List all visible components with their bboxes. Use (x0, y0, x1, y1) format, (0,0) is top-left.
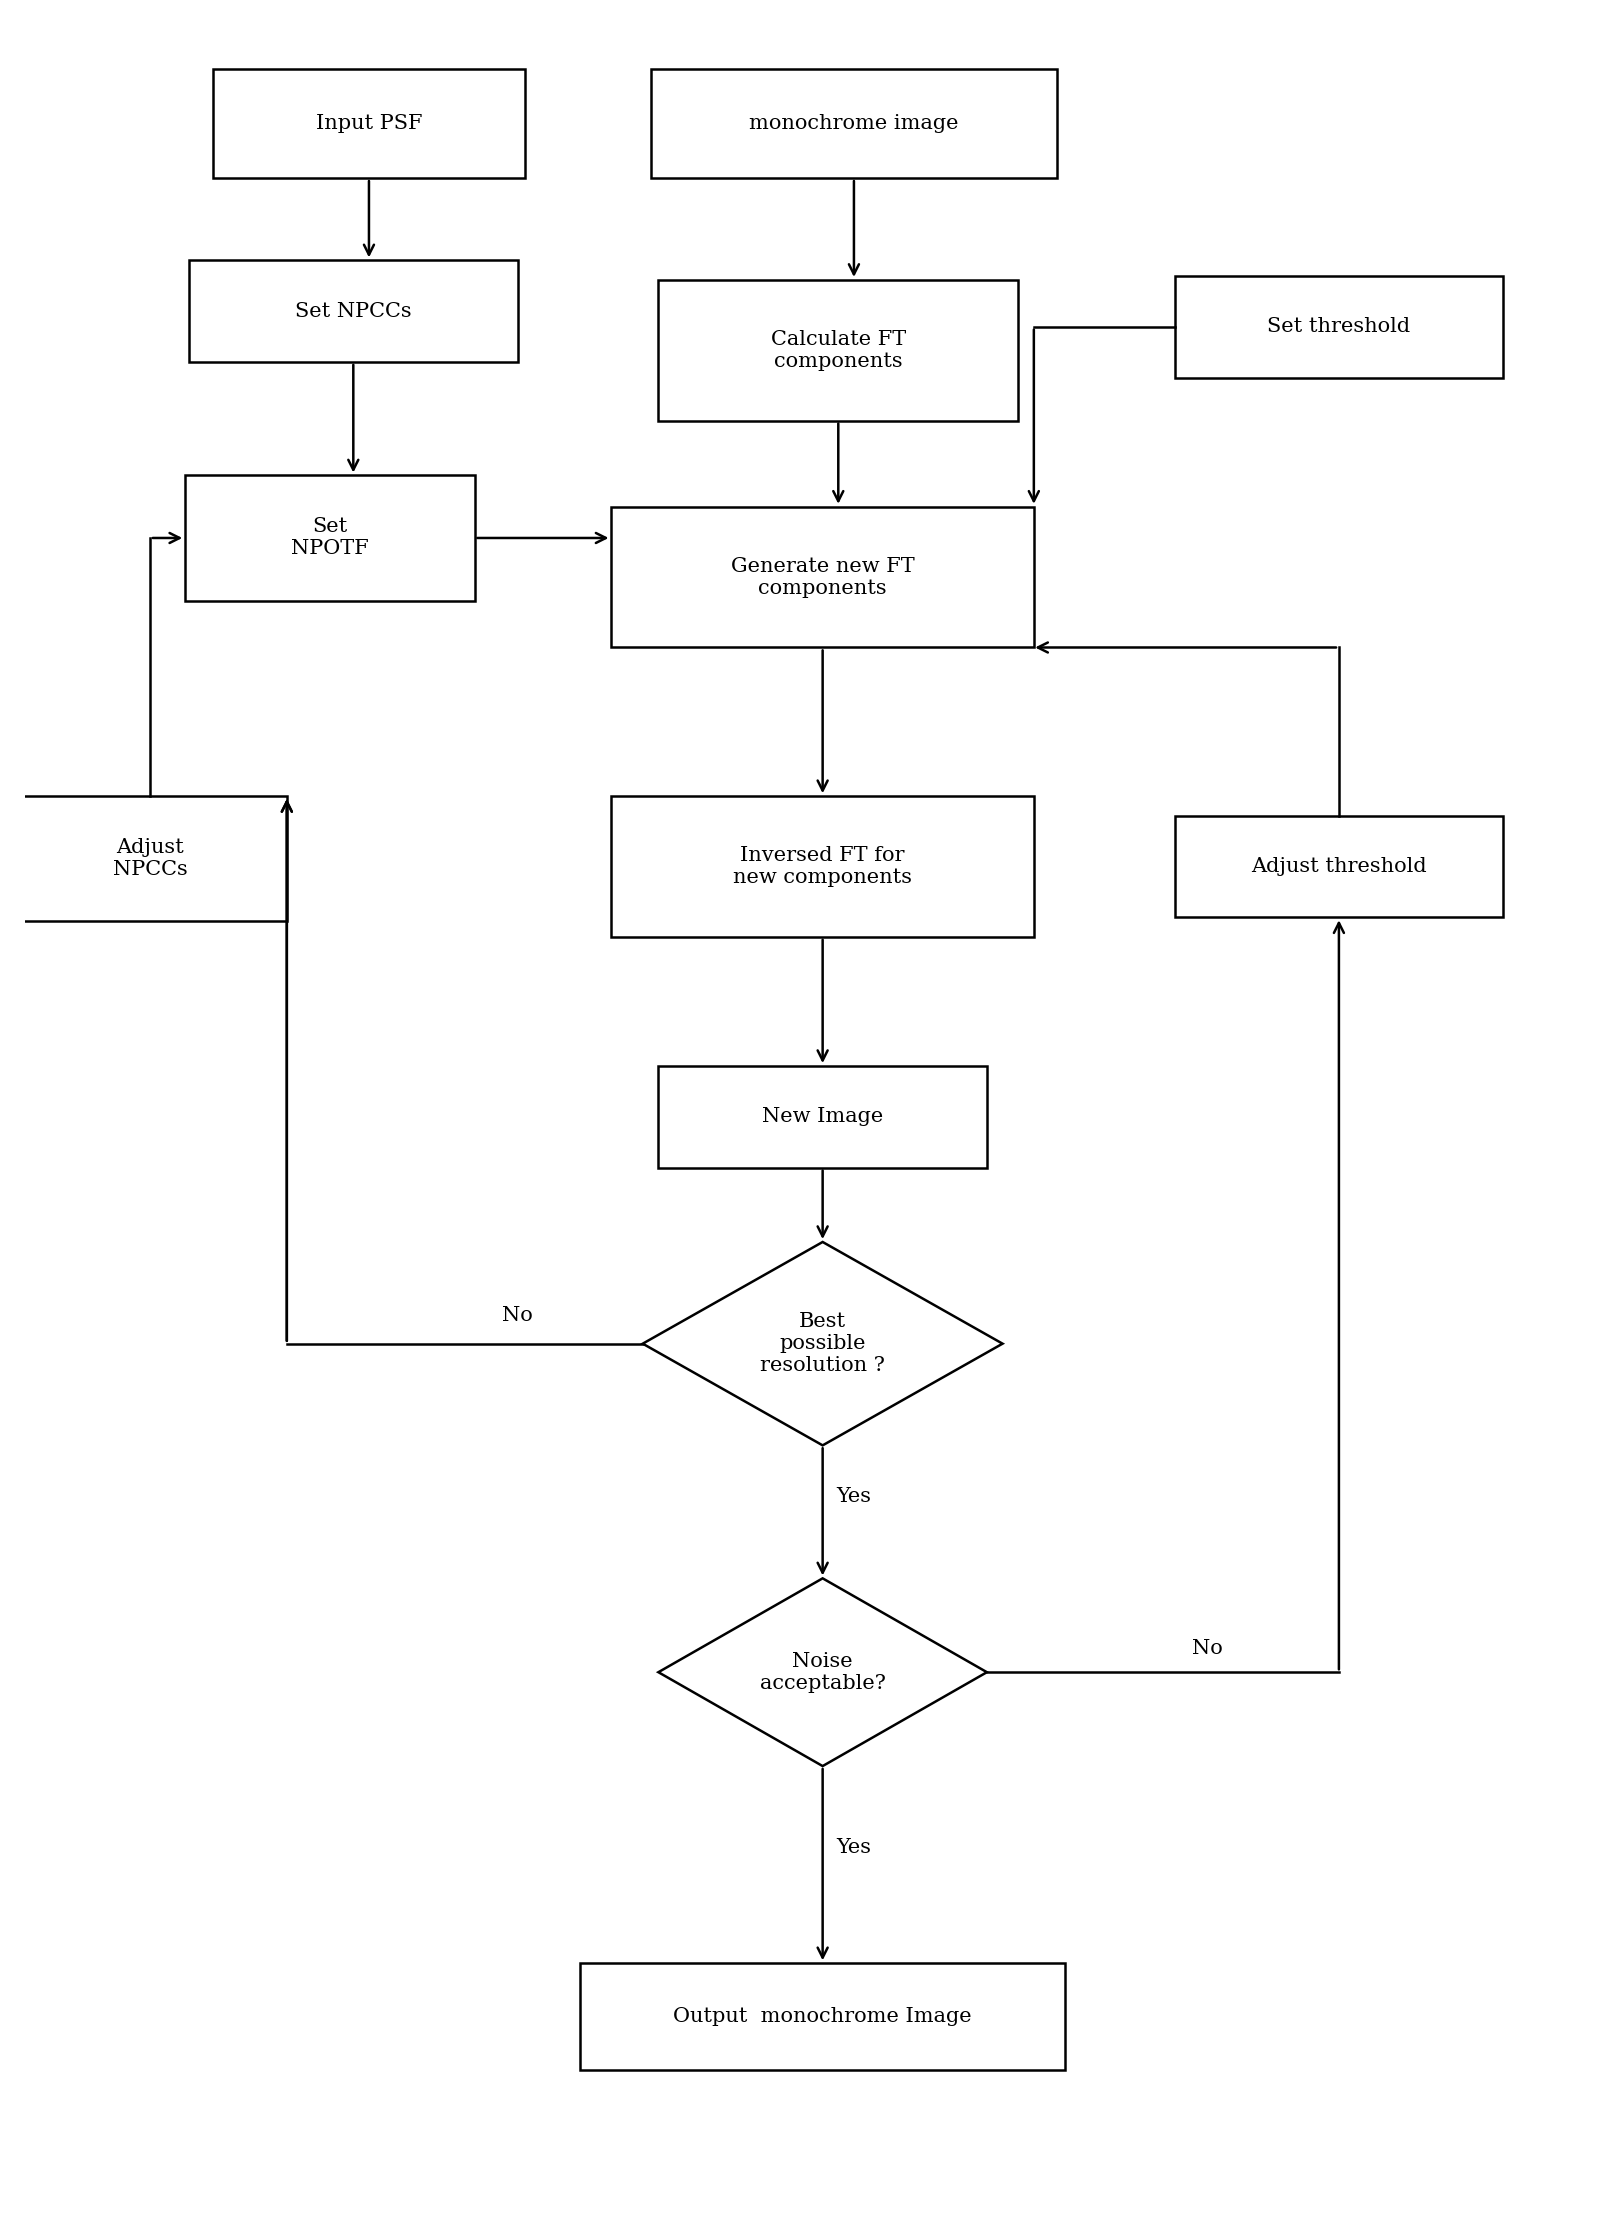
Text: Calculate FT
components: Calculate FT components (770, 330, 905, 370)
Text: Input PSF: Input PSF (316, 113, 423, 133)
FancyBboxPatch shape (650, 69, 1057, 177)
Text: Adjust threshold: Adjust threshold (1251, 856, 1427, 876)
Text: Yes: Yes (836, 1839, 872, 1856)
FancyBboxPatch shape (1175, 816, 1503, 918)
Text: Best
possible
resolution ?: Best possible resolution ? (760, 1313, 884, 1375)
Text: Inversed FT for
new components: Inversed FT for new components (733, 845, 912, 887)
FancyBboxPatch shape (1175, 275, 1503, 377)
Text: Yes: Yes (836, 1488, 872, 1506)
Text: Set NPCCs: Set NPCCs (295, 302, 412, 322)
Text: Set
NPOTF: Set NPOTF (291, 517, 368, 559)
Text: monochrome image: monochrome image (749, 113, 959, 133)
Text: Adjust
NPCCs: Adjust NPCCs (113, 838, 187, 878)
Text: Generate new FT
components: Generate new FT components (731, 557, 915, 597)
FancyBboxPatch shape (13, 796, 287, 920)
Text: Noise
acceptable?: Noise acceptable? (760, 1652, 886, 1692)
FancyBboxPatch shape (189, 260, 518, 362)
FancyBboxPatch shape (659, 279, 1018, 421)
FancyBboxPatch shape (659, 1067, 986, 1167)
Text: Output  monochrome Image: Output monochrome Image (673, 2007, 972, 2025)
FancyBboxPatch shape (213, 69, 526, 177)
FancyBboxPatch shape (579, 1963, 1065, 2069)
Text: New Image: New Image (762, 1107, 883, 1127)
FancyBboxPatch shape (612, 796, 1035, 936)
FancyBboxPatch shape (612, 506, 1035, 648)
FancyBboxPatch shape (186, 475, 475, 601)
Polygon shape (642, 1242, 1002, 1446)
Text: No: No (1193, 1639, 1223, 1659)
Text: Set threshold: Set threshold (1267, 317, 1411, 337)
Text: No: No (502, 1306, 533, 1324)
Polygon shape (659, 1579, 986, 1766)
